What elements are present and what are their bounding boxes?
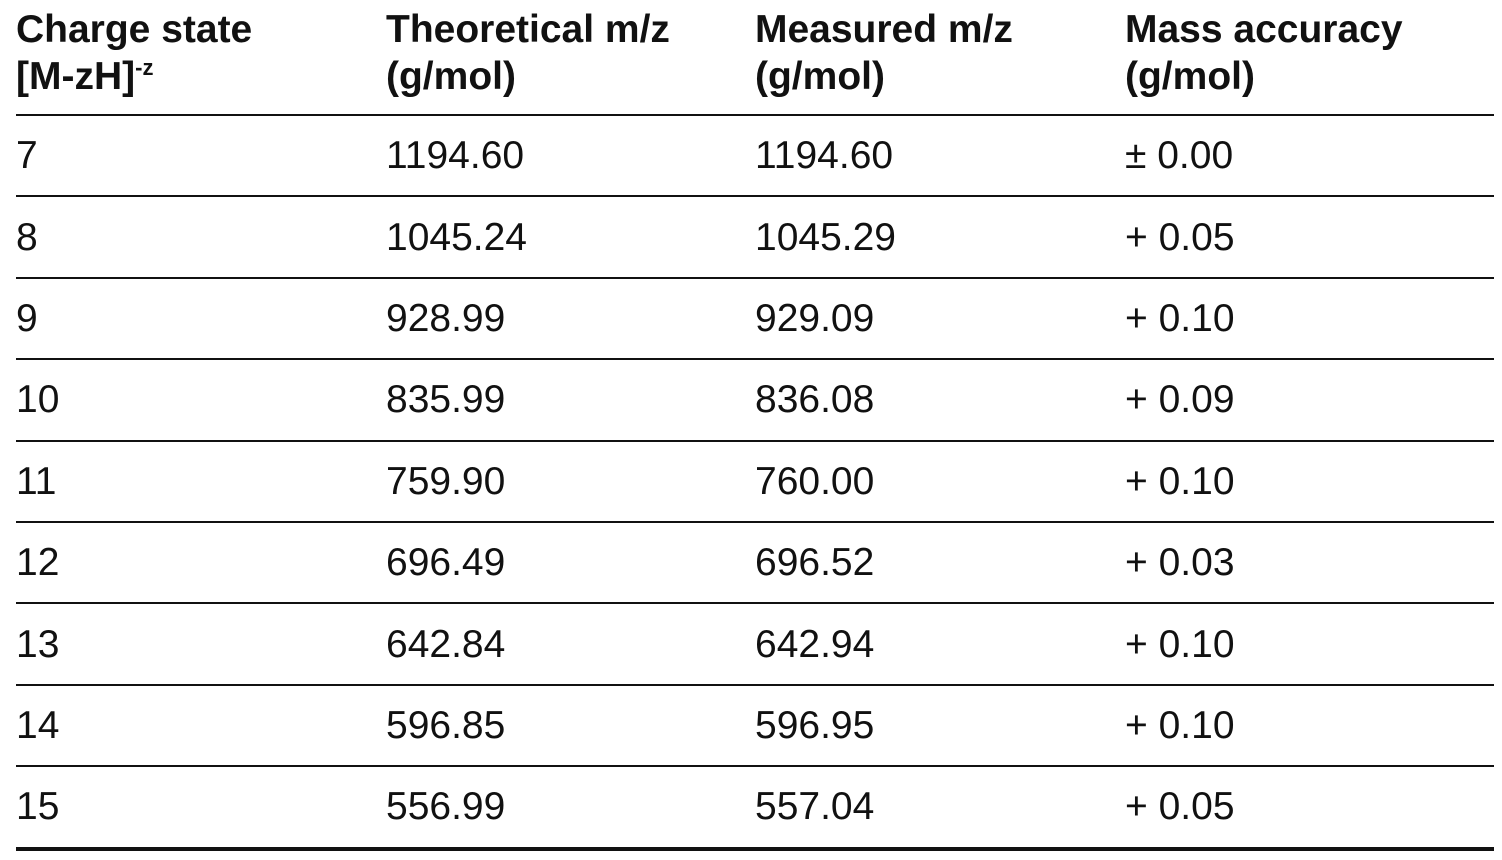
table-cell: 836.08 [755, 378, 875, 422]
row-rule [16, 439, 1494, 442]
table-cell: 642.84 [386, 622, 506, 666]
table-cell: 8 [16, 215, 38, 259]
row-rule [16, 602, 1494, 605]
header-text: Charge state [16, 6, 252, 53]
row-rule [16, 521, 1494, 523]
table-cell: ± 0.00 [1125, 134, 1234, 178]
row-rule [16, 276, 1494, 279]
table-cell: 929.09 [755, 297, 875, 340]
header-line: Measured m/z [755, 8, 1013, 51]
header-text: Measured m/z [755, 6, 1013, 53]
table-cell: 1194.60 [386, 134, 525, 178]
header-text: (g/mol) [386, 53, 516, 100]
table-cell: 696.49 [386, 541, 506, 585]
table-cell: 10 [16, 378, 60, 422]
row-rule [16, 358, 1494, 361]
table-cell: 557.04 [755, 785, 875, 829]
header-line: Mass accuracy [1125, 8, 1403, 51]
table-cell: 596.85 [386, 704, 506, 747]
table-cell: 596.95 [755, 704, 875, 747]
table-cell: + 0.05 [1125, 215, 1235, 259]
table-cell: 696.52 [755, 541, 875, 585]
table-cell: + 0.10 [1125, 704, 1235, 747]
row-rule [16, 683, 1494, 686]
table-cell: 12 [16, 541, 60, 585]
table-cell: 760.00 [755, 459, 875, 503]
table-cell: 11 [16, 459, 57, 503]
table-cell: 13 [16, 622, 60, 666]
table-cell: 835.99 [386, 378, 506, 422]
header-text: [M-zH]-z [16, 53, 153, 100]
table-cell: + 0.10 [1125, 297, 1235, 340]
table-cell: + 0.05 [1125, 785, 1235, 829]
table-cell: + 0.09 [1125, 378, 1235, 422]
table-cell: 928.99 [386, 297, 506, 340]
header-line: Theoretical m/z [386, 8, 670, 51]
row-rule [16, 195, 1494, 198]
row-rule [16, 765, 1494, 768]
header-line: (g/mol) [386, 55, 516, 98]
table-cell: + 0.10 [1125, 459, 1235, 503]
table-cell: 14 [16, 704, 60, 747]
header-text: (g/mol) [755, 53, 885, 100]
header-text: (g/mol) [1125, 53, 1255, 100]
header-rule [16, 114, 1494, 116]
header-line: Charge state [16, 8, 253, 51]
header-line: [M-zH] [16, 55, 136, 98]
header-text: Mass accuracy [1125, 6, 1403, 53]
table-cell: + 0.10 [1125, 622, 1235, 666]
table-cell: 1045.24 [386, 215, 527, 259]
header-superscript: -z [135, 55, 154, 80]
table-cell: 642.94 [755, 622, 875, 666]
table-cell: 15 [16, 785, 60, 829]
header-text: Theoretical m/z [386, 6, 670, 53]
bottom-rule [16, 846, 1494, 851]
table-cell: 9 [16, 297, 38, 340]
header-line: (g/mol) [1125, 55, 1255, 98]
table-cell: 759.90 [386, 459, 506, 503]
table-cell: 556.99 [386, 785, 506, 829]
table-cell: 7 [16, 134, 38, 178]
table-cell: 1045.29 [755, 215, 896, 259]
header-line: (g/mol) [755, 55, 885, 98]
table-cell: 1194.60 [755, 134, 894, 178]
table-cell: + 0.03 [1125, 541, 1235, 585]
